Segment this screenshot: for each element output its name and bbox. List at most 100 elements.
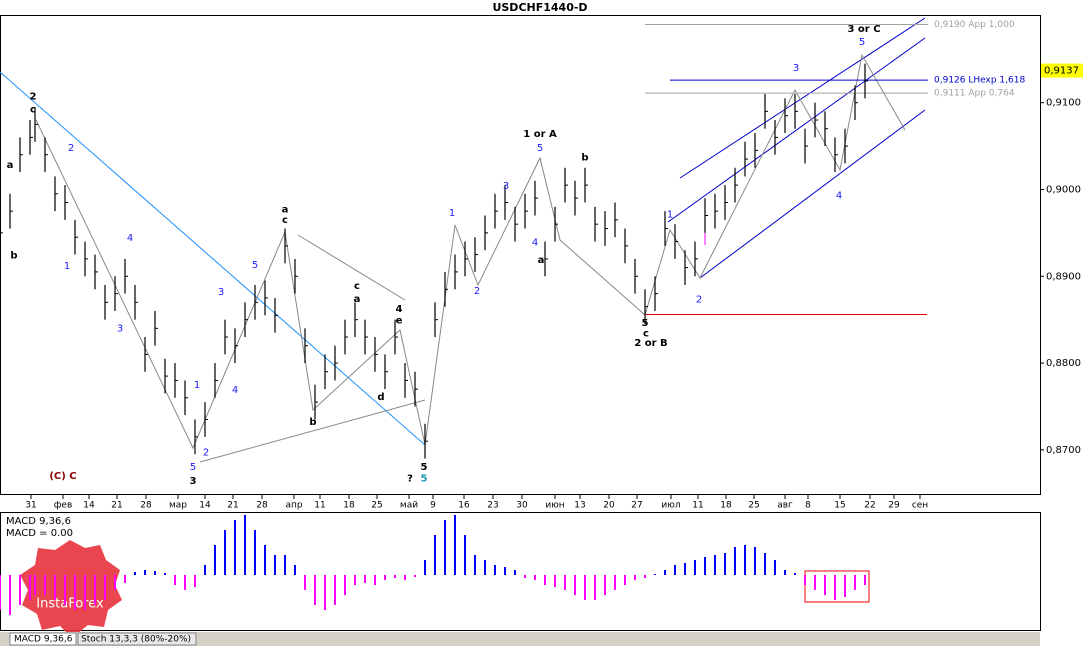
x-tick-label: 30 — [516, 501, 528, 511]
x-tick-label: сен — [912, 501, 928, 511]
trend-lines — [0, 17, 926, 463]
macd-bar — [654, 574, 656, 575]
macd-bar — [694, 560, 696, 575]
macd-bar — [494, 565, 496, 575]
wave-label: 4 — [532, 237, 538, 248]
macd-value-label: MACD = 0.00 — [6, 528, 73, 539]
macd-bar — [684, 563, 686, 575]
x-tick-label: май — [400, 501, 418, 511]
macd-bar — [734, 547, 736, 575]
macd-bar — [484, 560, 486, 575]
x-tick-label: 23 — [487, 501, 498, 511]
wave-label: 3 or C — [847, 24, 880, 35]
y-tick-label: 0,8900 — [1046, 271, 1081, 282]
wave-label: b — [309, 417, 316, 428]
macd-bar — [84, 575, 86, 610]
x-tick-label: 11 — [692, 501, 703, 511]
macd-bar — [424, 560, 426, 575]
tab-label[interactable]: MACD 9,36,6 — [14, 635, 73, 645]
wave-label: 1 — [64, 261, 70, 272]
wave-label: a — [354, 294, 361, 305]
macd-bar — [804, 575, 806, 585]
wave-label: 4 — [232, 385, 238, 396]
macd-bar — [644, 575, 646, 578]
tab-label[interactable]: Stoch 13,3,3 (80%-20%) — [81, 635, 191, 645]
level-label: 0,9111 App 0,764 — [934, 89, 1015, 99]
watermark-text: InstaForex — [36, 597, 104, 612]
wave-label: c — [643, 329, 649, 340]
macd-bar — [714, 555, 716, 575]
macd-bar — [334, 575, 336, 605]
wave-label: a — [7, 160, 14, 171]
x-tick-label: июн — [545, 501, 564, 511]
x-tick-label: мар — [169, 501, 187, 511]
macd-bar — [624, 575, 626, 585]
wave-label: b — [10, 250, 17, 261]
wave-line — [35, 53, 906, 450]
macd-bar — [384, 575, 386, 580]
wave-label: a — [282, 204, 289, 215]
x-tick-label: 28 — [256, 501, 268, 511]
watermark-badge — [20, 540, 122, 638]
channel-line — [699, 109, 926, 279]
wave-label: 2 — [30, 92, 37, 103]
macd-bar — [474, 555, 476, 575]
macd-bar — [754, 547, 756, 575]
macd-bar — [844, 575, 846, 597]
wave-label: 5 — [421, 462, 428, 473]
tab[interactable] — [77, 632, 197, 646]
macd-bar — [254, 530, 256, 575]
macd-bar — [404, 575, 406, 580]
wave-label: 3 — [793, 63, 799, 74]
x-tick-label: 25 — [371, 501, 382, 511]
macd-bar — [154, 571, 156, 575]
macd-label: MACD 9,36,6 — [6, 516, 71, 527]
x-tick-label: 21 — [227, 501, 238, 511]
x-tick-label: 8 — [805, 501, 811, 511]
y-tick-label: 0,8700 — [1046, 445, 1081, 456]
wave-label: 3 — [218, 287, 224, 298]
wave-label: ? — [407, 474, 413, 485]
wave-label: 2 or B — [634, 338, 667, 349]
x-tick-label: 11 — [314, 501, 325, 511]
wave-label: 5 — [642, 318, 649, 329]
macd-bar — [724, 553, 726, 575]
macd-bar — [794, 573, 796, 575]
x-tick-label: апр — [285, 501, 302, 511]
x-tick-label: 15 — [834, 501, 845, 511]
macd-bar — [584, 575, 586, 600]
macd-bar — [94, 575, 96, 605]
wave-label: 3 — [503, 181, 509, 192]
x-tick-label: 14 — [199, 501, 211, 511]
channel-line — [667, 37, 926, 223]
macd-bar — [444, 520, 446, 575]
macd-bar — [394, 575, 396, 578]
macd-bar — [674, 565, 676, 575]
macd-bar — [744, 545, 746, 575]
x-tick-label: 31 — [25, 501, 36, 511]
macd-bar — [374, 575, 376, 585]
chart-title: USDCHF1440-D — [492, 1, 587, 14]
x-tick-label: 20 — [603, 501, 615, 511]
macd-bar — [44, 575, 46, 595]
macd-bar — [184, 575, 186, 590]
y-tick-label: 0,9000 — [1046, 184, 1081, 195]
macd-frame — [0, 512, 1041, 631]
current-price-box — [1041, 63, 1083, 78]
wave-label: a — [538, 255, 545, 266]
macd-bar — [134, 572, 136, 575]
macd-bar — [74, 575, 76, 610]
macd-bar — [554, 575, 556, 587]
macd-bar — [544, 575, 546, 585]
y-tick-label: 0,9100 — [1046, 98, 1081, 109]
wave-label: 5 — [537, 143, 543, 154]
tab[interactable] — [9, 632, 77, 646]
macd-bar — [54, 575, 56, 600]
macd-bar — [204, 565, 206, 575]
macd-bar — [634, 575, 636, 580]
macd-bar — [524, 575, 526, 578]
macd-bar — [114, 575, 116, 590]
wave-label: (C) C — [49, 471, 76, 482]
macd-bar — [264, 545, 266, 575]
